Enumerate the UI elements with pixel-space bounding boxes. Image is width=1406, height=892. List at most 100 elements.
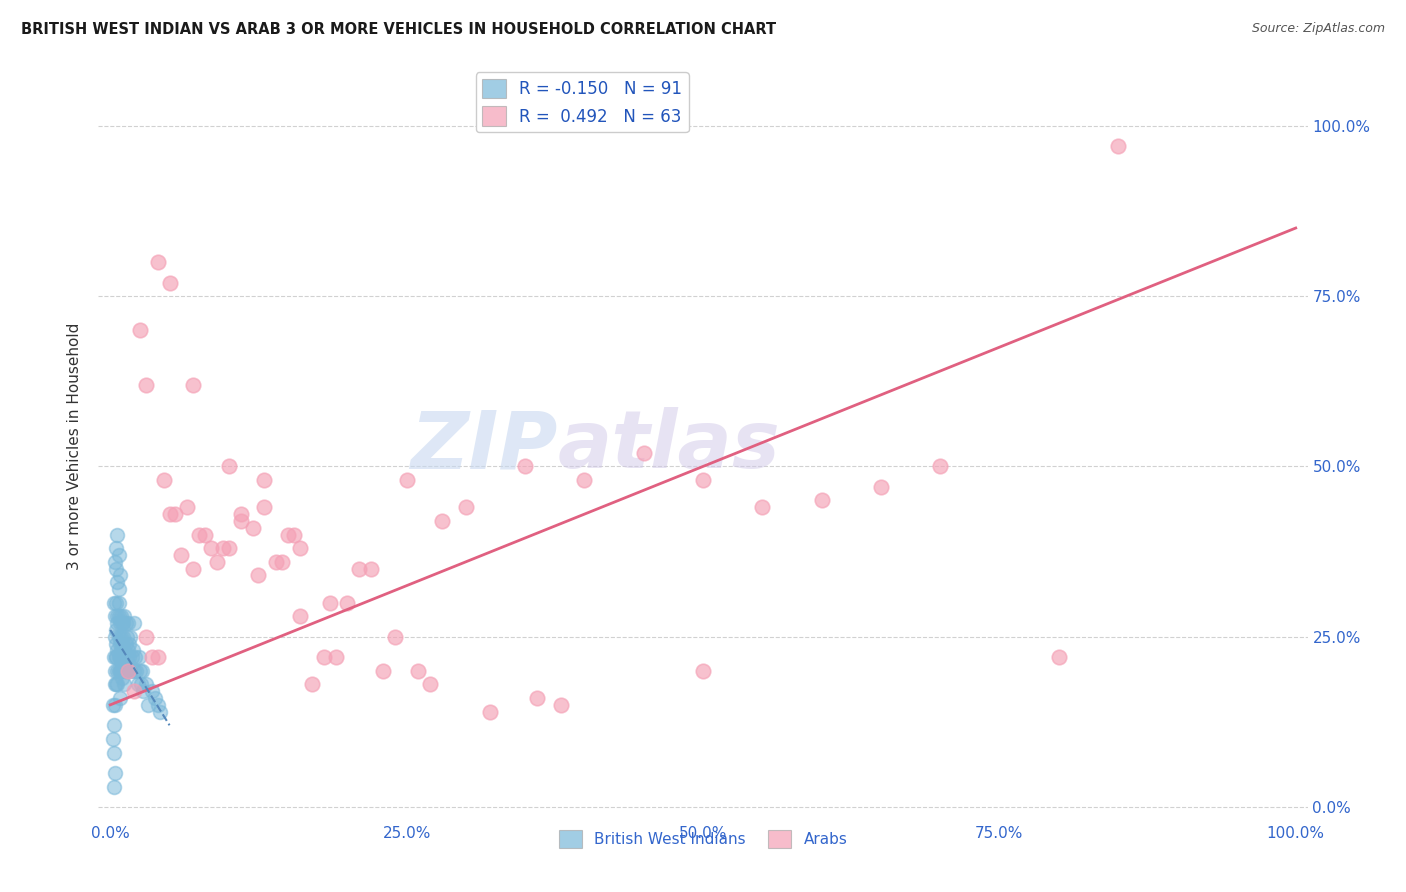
Point bbox=[120, 630, 142, 644]
Point bbox=[869, 480, 891, 494]
Point bbox=[181, 377, 204, 392]
Point bbox=[108, 664, 131, 678]
Point bbox=[194, 527, 217, 541]
Point bbox=[112, 616, 135, 631]
Point bbox=[122, 684, 145, 698]
Point bbox=[277, 527, 299, 541]
Point bbox=[111, 671, 134, 685]
Point bbox=[108, 568, 131, 582]
Point bbox=[129, 323, 152, 337]
Point bbox=[247, 568, 270, 582]
Point bbox=[105, 596, 128, 610]
Point bbox=[131, 664, 153, 678]
Point bbox=[110, 664, 132, 678]
Point bbox=[143, 691, 166, 706]
Point bbox=[432, 514, 454, 528]
Point bbox=[104, 609, 127, 624]
Point bbox=[108, 691, 131, 706]
Point bbox=[122, 664, 145, 678]
Point bbox=[105, 575, 128, 590]
Point bbox=[1047, 650, 1070, 665]
Point bbox=[478, 705, 501, 719]
Point bbox=[301, 677, 323, 691]
Point bbox=[103, 718, 125, 732]
Point bbox=[107, 609, 129, 624]
Y-axis label: 3 or more Vehicles in Household: 3 or more Vehicles in Household bbox=[67, 322, 83, 570]
Point bbox=[114, 636, 136, 650]
Point bbox=[121, 643, 143, 657]
Point bbox=[205, 555, 228, 569]
Point bbox=[114, 664, 136, 678]
Point bbox=[105, 623, 128, 637]
Point bbox=[118, 650, 141, 665]
Point bbox=[114, 609, 136, 624]
Point bbox=[111, 650, 134, 665]
Point bbox=[929, 459, 952, 474]
Point bbox=[120, 664, 142, 678]
Point bbox=[1107, 139, 1129, 153]
Point bbox=[149, 705, 172, 719]
Point bbox=[104, 677, 127, 691]
Point bbox=[146, 698, 169, 712]
Point bbox=[146, 650, 169, 665]
Point bbox=[124, 650, 146, 665]
Point bbox=[288, 541, 311, 556]
Point bbox=[135, 630, 157, 644]
Point bbox=[132, 684, 155, 698]
Point bbox=[114, 677, 136, 691]
Point bbox=[253, 473, 276, 487]
Point bbox=[129, 664, 152, 678]
Point bbox=[136, 698, 159, 712]
Point bbox=[176, 500, 198, 515]
Point bbox=[181, 561, 204, 575]
Point bbox=[107, 582, 129, 596]
Point bbox=[105, 650, 128, 665]
Point bbox=[118, 636, 141, 650]
Point bbox=[105, 616, 128, 631]
Point bbox=[105, 650, 128, 665]
Text: Source: ZipAtlas.com: Source: ZipAtlas.com bbox=[1251, 22, 1385, 36]
Point bbox=[360, 561, 382, 575]
Point bbox=[264, 555, 287, 569]
Point bbox=[107, 664, 129, 678]
Point bbox=[229, 507, 252, 521]
Point bbox=[128, 650, 150, 665]
Point bbox=[112, 657, 135, 671]
Point bbox=[692, 473, 714, 487]
Point bbox=[121, 650, 143, 665]
Point bbox=[312, 650, 335, 665]
Point bbox=[371, 664, 394, 678]
Point bbox=[105, 636, 128, 650]
Point bbox=[117, 664, 139, 678]
Point bbox=[105, 527, 128, 541]
Point bbox=[188, 527, 211, 541]
Point bbox=[152, 473, 174, 487]
Point bbox=[112, 630, 135, 644]
Point bbox=[103, 780, 125, 794]
Point bbox=[395, 473, 418, 487]
Point bbox=[114, 643, 136, 657]
Point bbox=[107, 596, 129, 610]
Point bbox=[104, 766, 127, 780]
Point bbox=[288, 609, 311, 624]
Point bbox=[550, 698, 572, 712]
Point bbox=[419, 677, 441, 691]
Point bbox=[110, 650, 132, 665]
Point bbox=[141, 650, 163, 665]
Point bbox=[336, 596, 359, 610]
Point bbox=[159, 507, 181, 521]
Point bbox=[114, 664, 136, 678]
Point bbox=[125, 664, 148, 678]
Point bbox=[127, 677, 149, 691]
Text: BRITISH WEST INDIAN VS ARAB 3 OR MORE VEHICLES IN HOUSEHOLD CORRELATION CHART: BRITISH WEST INDIAN VS ARAB 3 OR MORE VE… bbox=[21, 22, 776, 37]
Point bbox=[108, 650, 131, 665]
Point bbox=[271, 555, 294, 569]
Text: ZIP: ZIP bbox=[411, 407, 558, 485]
Point bbox=[105, 541, 128, 556]
Point bbox=[751, 500, 773, 515]
Point bbox=[107, 650, 129, 665]
Point bbox=[105, 664, 128, 678]
Point bbox=[526, 691, 548, 706]
Point bbox=[146, 255, 169, 269]
Point bbox=[105, 561, 128, 575]
